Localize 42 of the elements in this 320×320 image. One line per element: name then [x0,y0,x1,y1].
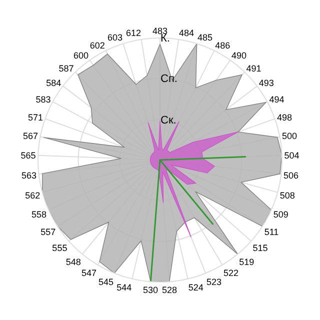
spoke-label: 547 [81,268,96,278]
spoke-label: 545 [98,276,114,287]
spoke-label: 486 [215,40,230,50]
spoke-label: 584 [46,78,62,88]
spoke-label: 528 [162,285,178,296]
spoke-label: 500 [282,131,298,142]
spoke-label: 544 [116,282,132,293]
spoke-label: 498 [276,112,292,122]
spoke-label: 515 [252,243,268,254]
y-tick-label: Сп. [160,72,178,85]
spoke-label: 519 [239,256,254,267]
spoke-label: 565 [20,150,36,160]
spoke-label: 485 [198,32,213,43]
spoke-label: 583 [36,94,51,105]
spoke-label: 530 [142,285,158,296]
spoke-label: 602 [90,40,105,50]
spoke-label: 563 [21,170,37,180]
spoke-label: 603 [107,32,122,43]
spoke-label: 506 [283,170,299,180]
spoke-label: 522 [224,268,239,278]
spoke-label: 494 [269,94,284,105]
spoke-label: 562 [25,190,40,200]
spoke-label: 557 [40,227,56,238]
spoke-label: 555 [52,243,68,254]
spoke-label: 612 [126,28,142,38]
spoke-label: 493 [258,78,274,88]
spoke-label: 508 [280,190,295,200]
spoke-label: 524 [188,282,204,293]
spoke-label: 558 [32,209,47,220]
spoke-label: 567 [22,131,38,142]
spoke-label: 587 [58,63,74,74]
spoke-label: 548 [66,256,81,267]
y-tick-label: Ск. [160,114,176,126]
spoke-label: 504 [284,150,300,160]
spoke-label: 484 [178,28,194,38]
spoke-label: 491 [246,63,262,74]
spoke-label: 490 [232,50,247,61]
spoke-label: 523 [206,276,222,287]
spoke-label: 509 [273,209,288,220]
spoke-label: 600 [73,50,88,61]
spoke-label: 571 [28,112,44,122]
spoke-label: 511 [264,227,279,238]
